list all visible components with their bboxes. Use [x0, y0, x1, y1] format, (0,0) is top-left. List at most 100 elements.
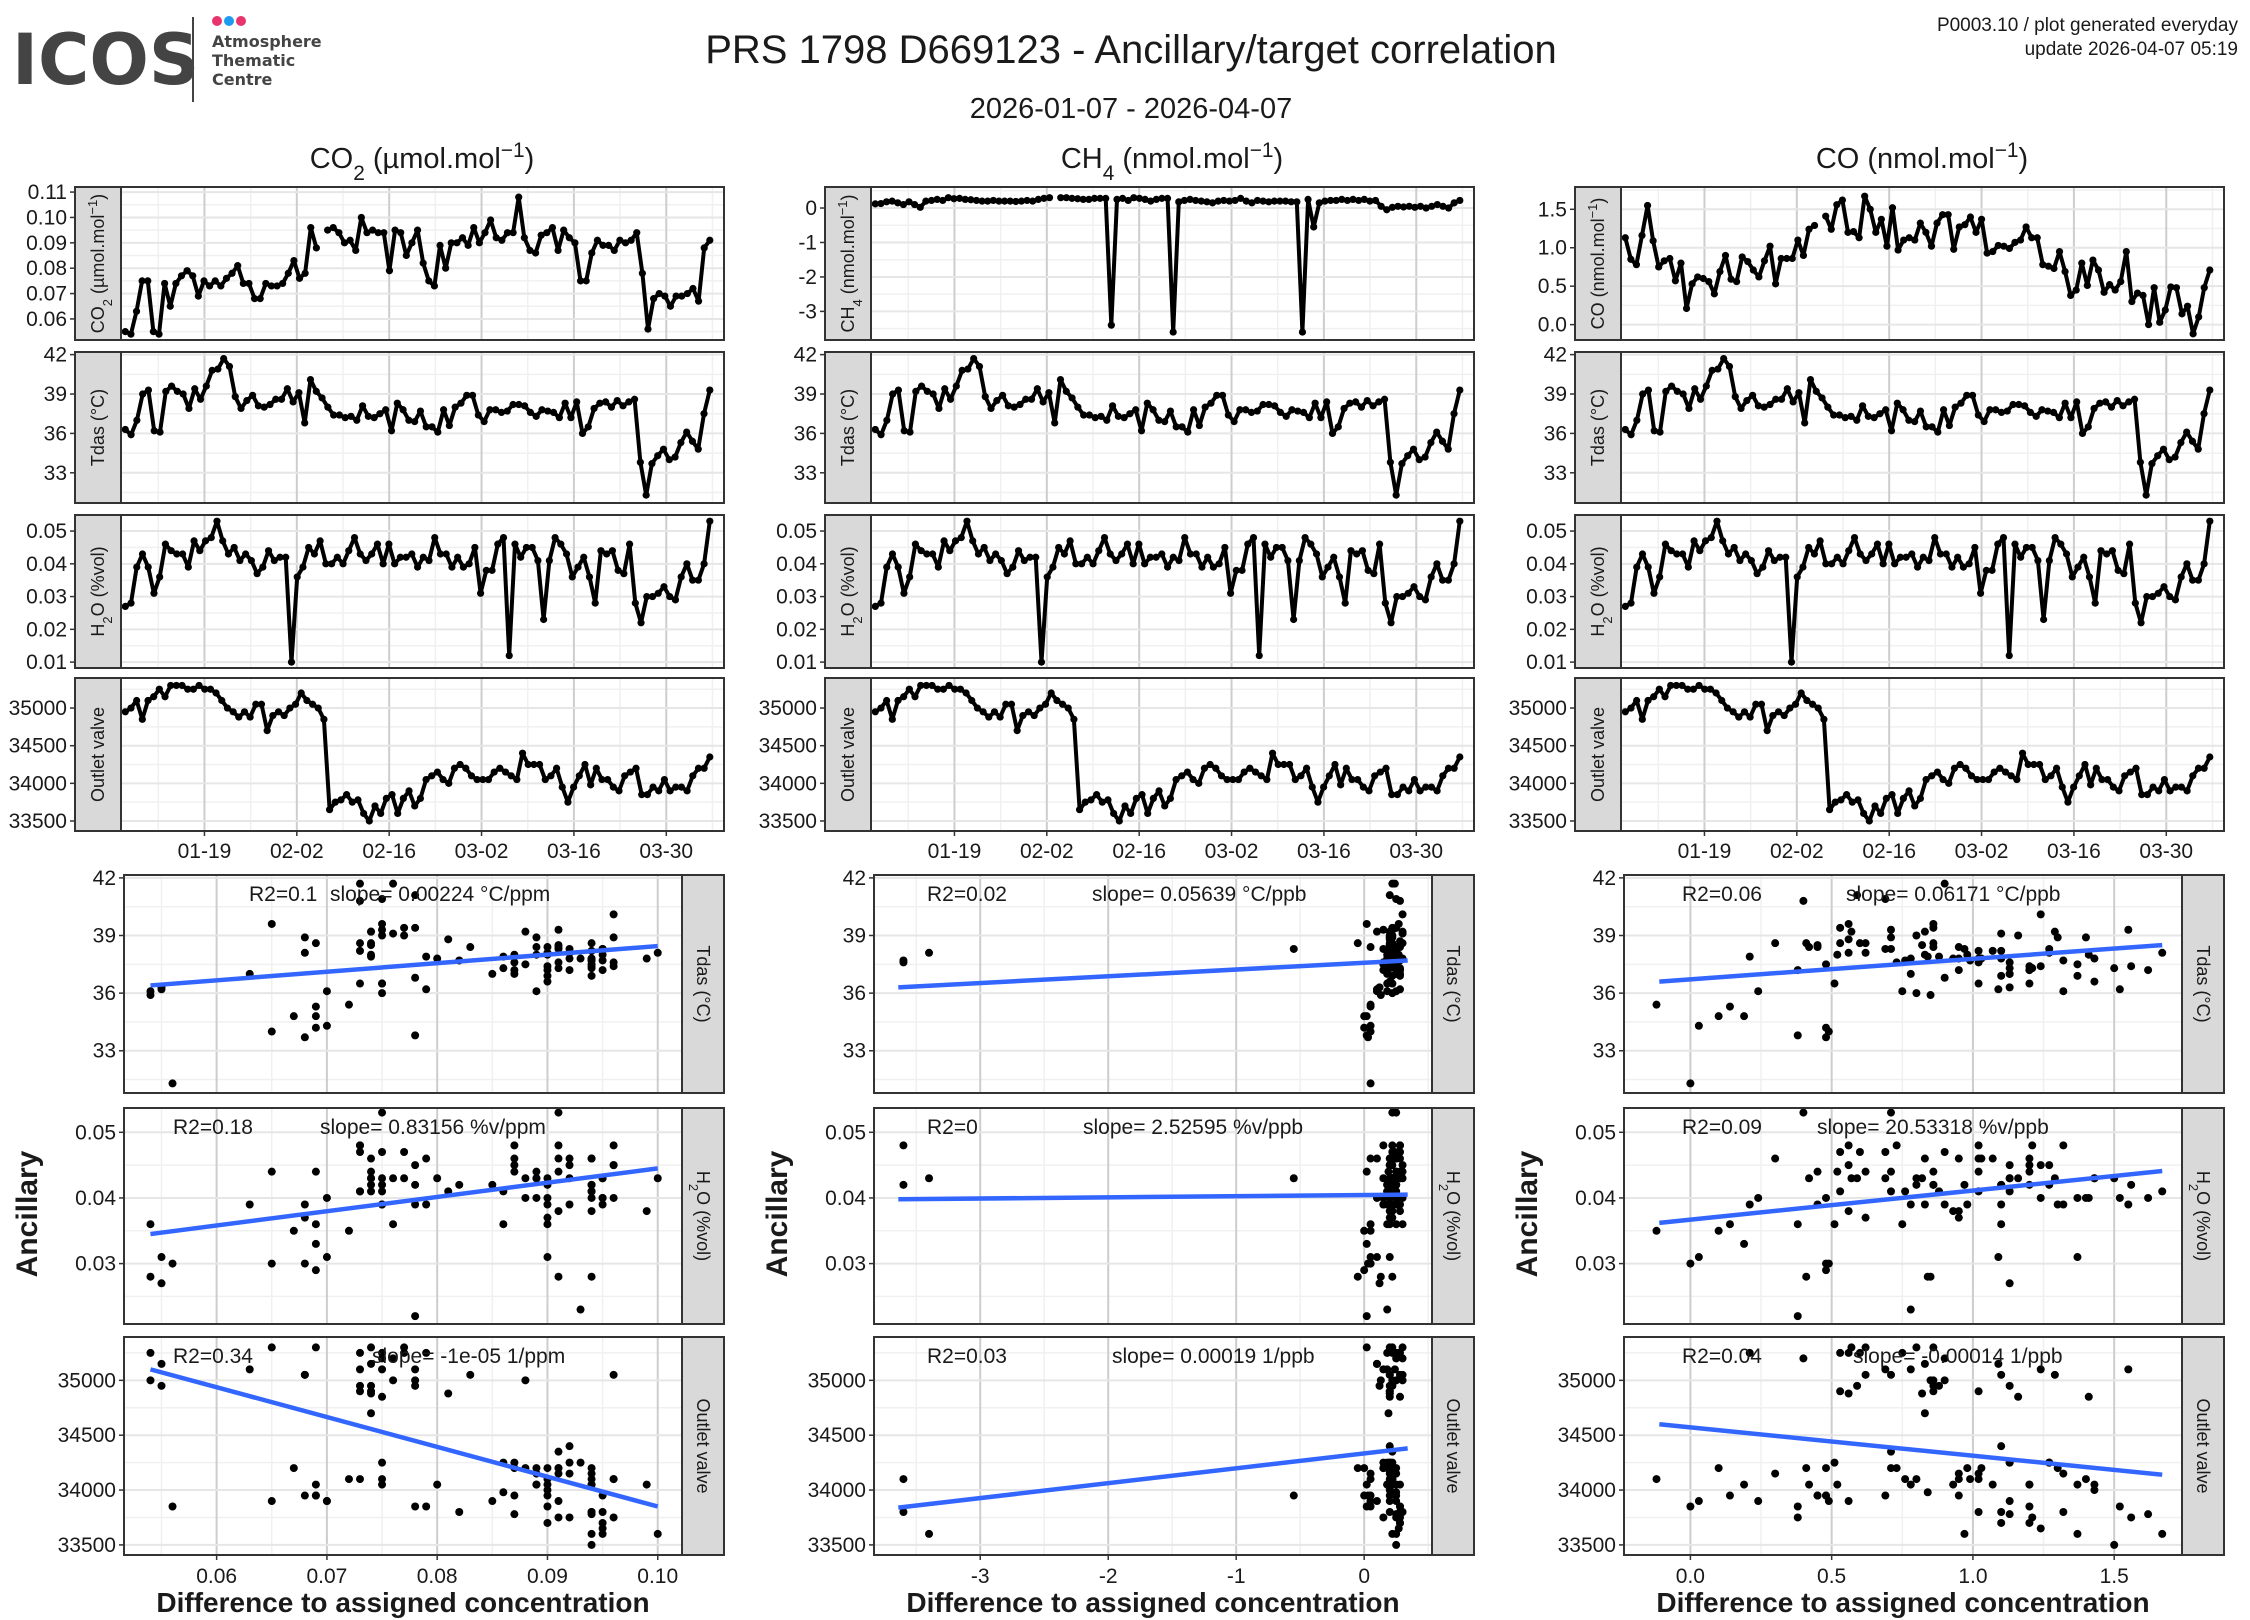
- data-point: [1746, 713, 1754, 721]
- data-point: [1108, 402, 1117, 410]
- scatter-point: [1384, 1409, 1393, 1418]
- scatter-point: [367, 1343, 376, 1352]
- data-point: [408, 550, 416, 558]
- data-point: [1146, 553, 1154, 561]
- data-point: [1353, 550, 1361, 558]
- scatter-point: [510, 1458, 519, 1467]
- data-point: [1633, 416, 1641, 424]
- scatter-point: [2073, 1193, 2082, 1202]
- column-title: CH4 (nmol.mol−1): [1061, 139, 1283, 185]
- r2-annotation: R2=0.09: [1682, 1116, 1762, 1139]
- panel-background: [1621, 352, 2224, 503]
- scatter-point: [289, 1012, 298, 1021]
- strip-label: CO2 (µmol.mol−1): [85, 194, 115, 333]
- data-point: [1214, 197, 1222, 205]
- strip-label-part: 2: [1600, 616, 1615, 623]
- scatter-point: [400, 1348, 409, 1357]
- data-point: [365, 817, 373, 825]
- y-axis-tick-label: 33: [794, 462, 817, 485]
- scatter-point: [1963, 1200, 1972, 1209]
- data-point: [293, 573, 301, 581]
- x-axis-tick-label: 02-02: [270, 840, 324, 863]
- data-point: [633, 229, 641, 237]
- scatter-point: [355, 879, 364, 888]
- data-point: [706, 517, 714, 525]
- data-point: [660, 775, 669, 784]
- data-point: [1433, 428, 1441, 436]
- data-point: [1822, 560, 1830, 568]
- data-point: [1655, 263, 1663, 271]
- scatter-point: [1940, 973, 1949, 982]
- data-point: [1627, 431, 1635, 439]
- data-point: [1062, 387, 1070, 395]
- data-point: [906, 573, 914, 581]
- data-point: [2139, 291, 2147, 300]
- data-point: [2067, 291, 2075, 300]
- data-point: [1036, 704, 1044, 712]
- data-point: [1766, 400, 1774, 409]
- data-point: [970, 354, 978, 363]
- scatter-point: [1388, 1480, 1397, 1489]
- strip-label-part: Outlet valve: [838, 707, 858, 802]
- data-point: [620, 570, 628, 578]
- data-point: [1825, 806, 1834, 814]
- strip-label-part: Outlet valve: [88, 707, 108, 802]
- data-point: [1862, 556, 1870, 565]
- scatter-point: [1793, 1513, 1802, 1522]
- data-point: [922, 681, 930, 690]
- data-point: [303, 696, 311, 705]
- data-point: [549, 408, 558, 416]
- data-point: [1068, 394, 1076, 402]
- data-point: [1990, 768, 1998, 776]
- data-point: [1820, 715, 1828, 723]
- scatter-point: [1388, 1174, 1397, 1183]
- data-point: [1876, 410, 1884, 418]
- data-point: [212, 689, 220, 697]
- scatter-point: [1388, 989, 1397, 998]
- data-point: [1661, 540, 1670, 548]
- data-point: [2154, 452, 2162, 460]
- scatter-point: [532, 1167, 541, 1176]
- scatter-point: [1912, 1180, 1921, 1189]
- data-point: [1365, 787, 1373, 795]
- data-point: [1383, 206, 1391, 214]
- data-point: [1873, 540, 1882, 548]
- scatter-point: [1923, 1272, 1932, 1281]
- data-point: [683, 560, 691, 568]
- scatter-point: [1388, 979, 1397, 988]
- data-point: [610, 246, 618, 255]
- data-point: [2160, 775, 2169, 784]
- strip-label-part: H: [693, 1171, 713, 1184]
- scatter-point: [532, 987, 541, 996]
- y-axis-tick-label: 34000: [1558, 1479, 1616, 1502]
- scatter-point: [1385, 1370, 1394, 1379]
- data-point: [1415, 456, 1423, 464]
- data-point: [1253, 196, 1262, 205]
- data-point: [1118, 194, 1127, 202]
- data-point: [1696, 395, 1705, 403]
- data-point: [2017, 553, 2025, 561]
- scatter-point: [245, 1200, 254, 1209]
- data-point: [1110, 809, 1118, 818]
- data-point: [260, 403, 268, 411]
- data-point: [1143, 399, 1151, 407]
- data-point: [1330, 553, 1338, 561]
- data-point: [490, 768, 498, 776]
- data-point: [677, 783, 686, 791]
- data-point: [1020, 556, 1028, 565]
- strip-label-part: H: [88, 624, 108, 637]
- data-point: [677, 573, 685, 581]
- x-axis-tick-label: -1: [1227, 1565, 1246, 1588]
- scatter-point: [1822, 1193, 1831, 1202]
- scatter-point: [378, 1174, 387, 1183]
- scatter-point: [1392, 1497, 1401, 1506]
- data-point: [1380, 395, 1389, 403]
- scatter-point: [1881, 1491, 1890, 1500]
- y-axis-tick-label: 34000: [1509, 772, 1567, 795]
- column-title-part: ): [525, 143, 535, 175]
- timeseries-panel: [870, 186, 1475, 341]
- x-axis-tick-label: 0.07: [306, 1565, 347, 1588]
- scatter-point: [2059, 1141, 2068, 1150]
- data-point: [162, 387, 170, 395]
- scatter-point: [322, 1497, 331, 1506]
